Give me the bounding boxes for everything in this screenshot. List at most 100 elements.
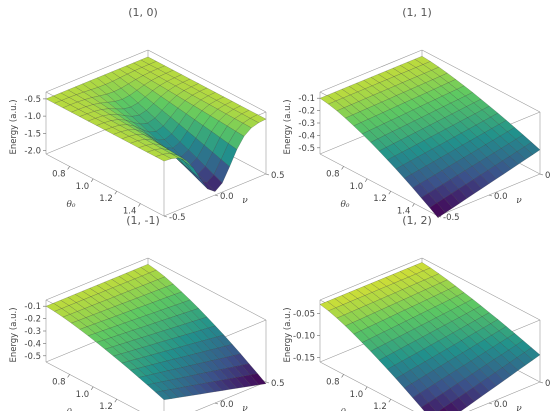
y-tick-label: 0.5 <box>271 171 285 181</box>
surface-cell <box>155 154 172 162</box>
panel-title: (1, 2) <box>402 214 432 227</box>
box-edge <box>319 361 414 411</box>
x-axis-label: θ₀ <box>66 200 75 210</box>
x-tick-label: 1.0 <box>350 182 364 192</box>
box-edge <box>45 49 149 93</box>
x-tick-label: 1.2 <box>99 194 113 204</box>
y-tick <box>539 381 544 384</box>
surface-cell <box>155 390 172 400</box>
box-edge <box>421 49 541 113</box>
surface-panel-2: (1, 1) -0.1 -0.2 -0.3 -0.4 -0.5 Energy (a.u.) 0… <box>283 6 550 223</box>
surface-cell <box>429 202 446 218</box>
y-axis-label: ν <box>242 404 248 411</box>
x-tick-label: 1.4 <box>397 207 411 217</box>
x-tick <box>412 203 415 207</box>
x-tick <box>341 374 344 378</box>
y-tick <box>265 173 270 176</box>
x-tick-label: 0.8 <box>52 377 66 387</box>
y-tick <box>214 194 219 197</box>
z-axis-label: Energy (a.u.) <box>283 99 293 154</box>
box-edge <box>45 153 165 217</box>
z-tick-label: -0.1 <box>298 94 315 104</box>
z-tick-label: -0.3 <box>24 327 41 337</box>
y-tick <box>265 381 270 384</box>
box-edge <box>147 257 267 321</box>
box-edge <box>45 361 140 411</box>
z-tick-label: -0.4 <box>24 339 41 349</box>
x-tick <box>90 178 94 182</box>
z-tick-label: -0.5 <box>24 352 41 362</box>
z-tick-label: -0.2 <box>298 107 315 117</box>
y-tick-label: 0.0 <box>494 192 508 202</box>
x-tick-label: 1.0 <box>350 390 364 400</box>
x-tick-label: 1.0 <box>76 182 90 192</box>
y-tick <box>214 402 219 405</box>
box-edge <box>45 257 149 301</box>
box-edge <box>319 153 439 217</box>
z-tick-label: -0.10 <box>293 331 315 341</box>
x-tick <box>90 386 94 390</box>
x-tick-label: 1.2 <box>99 402 113 411</box>
box-edge <box>147 49 267 113</box>
z-tick-label: -0.3 <box>298 119 315 129</box>
surface-cell <box>443 402 460 411</box>
x-tick <box>364 386 368 390</box>
y-tick <box>437 215 442 218</box>
y-axis-label: ν <box>516 196 522 206</box>
y-tick-label: 0.5 <box>545 379 550 389</box>
z-tick-label: -0.15 <box>293 354 315 364</box>
y-tick <box>488 194 493 197</box>
z-axis-label: Energy (a.u.) <box>9 307 19 362</box>
x-tick <box>67 166 70 170</box>
x-tick-label: 0.8 <box>326 377 340 387</box>
surface-panel-3: (1, -1) -0.1 -0.2 -0.3 -0.4 -0.5 Energy (a.u.)… <box>9 214 285 411</box>
box-edge <box>421 257 541 321</box>
x-tick-label: 0.8 <box>52 169 66 179</box>
z-tick-label: -0.5 <box>24 95 41 105</box>
y-tick-label: 0.0 <box>494 400 508 410</box>
y-tick-label: 0.0 <box>220 192 234 202</box>
y-tick-label: 0.5 <box>271 379 285 389</box>
surface-panel-1: (1, 0) -0.5 -1.0 -1.5 -2.0 Energy (a.u.) 0.8 1.… <box>9 6 285 223</box>
y-tick-label: 0.5 <box>545 171 550 181</box>
y-axis-label: ν <box>242 196 248 206</box>
y-tick-label: -0.5 <box>169 213 186 223</box>
x-tick <box>67 374 70 378</box>
x-axis-label: θ₀ <box>340 408 349 411</box>
box-edge <box>319 257 423 301</box>
y-tick <box>163 215 168 218</box>
x-tick-label: 0.8 <box>326 169 340 179</box>
panel-title: (1, 0) <box>128 6 158 19</box>
z-axis-label: Energy (a.u.) <box>283 307 293 362</box>
z-tick-label: -0.05 <box>293 309 315 319</box>
y-tick <box>488 402 493 405</box>
x-tick-label: 1.2 <box>373 402 387 411</box>
z-tick-label: -1.0 <box>24 112 41 122</box>
x-tick-label: 1.0 <box>76 390 90 400</box>
box-edge <box>319 49 423 93</box>
x-tick <box>364 178 368 182</box>
x-tick <box>388 399 392 403</box>
x-tick <box>388 191 392 195</box>
surface-cell <box>420 402 436 411</box>
panel-title: (1, -1) <box>126 214 160 227</box>
z-axis-label: Energy (a.u.) <box>9 99 19 154</box>
x-tick <box>341 166 344 170</box>
y-tick <box>539 173 544 176</box>
z-tick-label: -0.2 <box>24 315 41 325</box>
z-tick-label: -1.5 <box>24 129 41 139</box>
y-tick-label: -0.5 <box>443 213 460 223</box>
y-tick-label: 0.0 <box>220 400 234 410</box>
z-tick-label: -0.4 <box>298 131 315 141</box>
x-tick <box>114 191 118 195</box>
z-tick-label: -0.1 <box>24 302 41 312</box>
z-tick-label: -0.5 <box>298 144 315 154</box>
x-tick <box>114 399 118 403</box>
x-tick-label: 1.2 <box>373 194 387 204</box>
y-axis-label: ν <box>516 404 522 411</box>
x-axis-label: θ₀ <box>66 408 75 411</box>
x-tick-label: 1.4 <box>123 207 137 217</box>
x-axis-label: θ₀ <box>340 200 349 210</box>
x-tick <box>138 203 141 207</box>
